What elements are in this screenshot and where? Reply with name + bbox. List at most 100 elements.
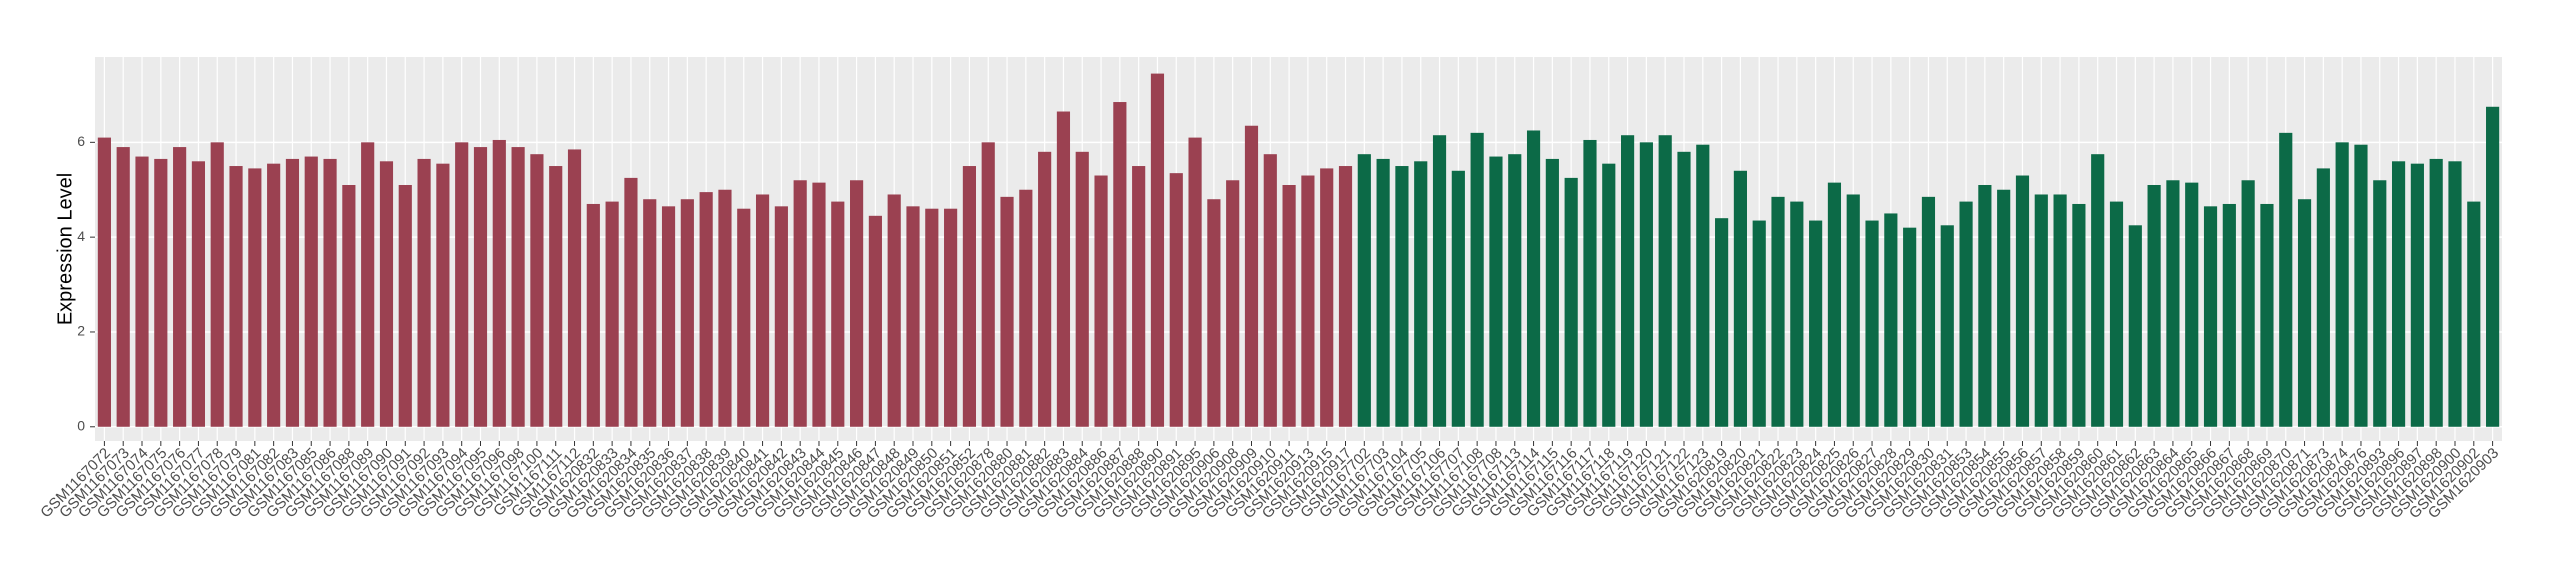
bar	[1188, 137, 1202, 427]
bar	[116, 147, 130, 427]
bar	[191, 161, 206, 427]
bar	[812, 182, 826, 427]
y-tick-label: 2	[77, 323, 85, 339]
bar	[1677, 151, 1691, 427]
bar	[718, 189, 732, 427]
bar	[1169, 173, 1183, 427]
bar	[1000, 196, 1014, 427]
bar	[1940, 225, 1954, 427]
bar	[2109, 201, 2124, 427]
bar	[1884, 213, 1898, 427]
bar	[1621, 135, 1635, 427]
bar	[1865, 220, 1879, 427]
bar	[1545, 158, 1559, 427]
bar	[1432, 135, 1447, 427]
bar	[831, 201, 845, 427]
bar	[1921, 196, 1936, 427]
y-tick-label: 0	[77, 417, 85, 433]
bar	[1733, 170, 1747, 427]
bar	[981, 142, 995, 427]
bar	[661, 206, 676, 427]
bar	[2486, 106, 2500, 427]
bar	[1809, 220, 1823, 427]
y-tick-label: 4	[77, 228, 85, 244]
bar	[1903, 227, 1917, 427]
bar	[229, 166, 243, 427]
bar	[1489, 156, 1503, 427]
bar	[285, 158, 300, 427]
bar	[1827, 182, 1842, 427]
bar	[2354, 144, 2368, 427]
bar	[379, 161, 394, 427]
bar	[1150, 73, 1165, 427]
bar	[1056, 111, 1071, 427]
bar	[887, 194, 901, 427]
bar	[567, 149, 582, 427]
bar	[2260, 203, 2274, 427]
bar	[1508, 154, 1522, 427]
bar	[1244, 125, 1259, 427]
bar	[361, 142, 375, 427]
bar	[549, 166, 563, 427]
bar	[624, 177, 638, 427]
bar	[267, 163, 281, 427]
bar	[699, 192, 713, 427]
bar	[530, 154, 544, 427]
bar	[2222, 203, 2236, 427]
bar	[1696, 144, 1710, 427]
bar	[1113, 102, 1127, 427]
bar	[1376, 158, 1390, 427]
bar	[154, 158, 168, 427]
bar	[2279, 132, 2293, 427]
bar	[2429, 158, 2443, 427]
bar	[2053, 194, 2067, 427]
bar	[793, 180, 807, 427]
bar	[2373, 180, 2387, 427]
bar	[511, 147, 525, 427]
bar	[398, 185, 412, 427]
bar	[774, 206, 788, 427]
bar	[586, 203, 600, 427]
bar	[210, 142, 224, 427]
bar	[1094, 175, 1108, 427]
bar	[605, 201, 619, 427]
bar	[737, 208, 751, 427]
bar	[2072, 203, 2086, 427]
bar	[906, 206, 920, 427]
bar	[925, 208, 939, 427]
bar	[1395, 166, 1409, 427]
bar	[2391, 161, 2406, 427]
bar	[1019, 189, 1033, 427]
bar	[1338, 166, 1353, 427]
bar	[455, 142, 469, 427]
bar	[1602, 163, 1616, 427]
bar	[1451, 170, 1465, 427]
bar	[342, 185, 356, 427]
bar	[2203, 206, 2218, 427]
bar	[1771, 196, 1785, 427]
bar	[1564, 177, 1578, 427]
bar	[2015, 175, 2030, 427]
bar	[1075, 151, 1089, 427]
bar	[962, 166, 976, 427]
bar	[643, 199, 657, 427]
bar	[2467, 201, 2481, 427]
bar	[97, 137, 111, 427]
bar	[1132, 166, 1146, 427]
bar	[1658, 135, 1672, 427]
bar	[436, 163, 450, 427]
bar	[2185, 182, 2199, 427]
bar	[2335, 142, 2349, 427]
y-axis-title: Expression Level	[54, 173, 76, 325]
bar	[2448, 161, 2462, 427]
bar	[1526, 130, 1541, 427]
bar	[1282, 185, 1296, 427]
bar	[1959, 201, 1973, 427]
bar	[248, 168, 262, 427]
bar	[1357, 154, 1371, 427]
bar	[135, 156, 149, 427]
bar	[1752, 220, 1766, 427]
bar	[1470, 132, 1484, 427]
y-tick-label: 6	[77, 133, 85, 149]
